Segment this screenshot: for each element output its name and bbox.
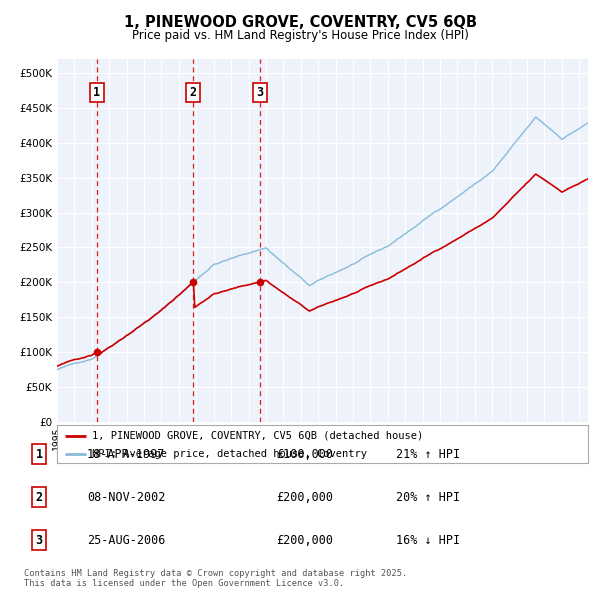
Text: 1: 1 xyxy=(94,86,100,99)
Text: Contains HM Land Registry data © Crown copyright and database right 2025.
This d: Contains HM Land Registry data © Crown c… xyxy=(24,569,407,588)
Text: 2: 2 xyxy=(190,86,197,99)
Text: 1: 1 xyxy=(35,448,43,461)
Text: 20% ↑ HPI: 20% ↑ HPI xyxy=(396,491,460,504)
Text: HPI: Average price, detached house, Coventry: HPI: Average price, detached house, Cove… xyxy=(92,449,367,459)
Text: 3: 3 xyxy=(256,86,263,99)
Text: 08-NOV-2002: 08-NOV-2002 xyxy=(87,491,166,504)
Text: 18-APR-1997: 18-APR-1997 xyxy=(87,448,166,461)
Text: 1, PINEWOOD GROVE, COVENTRY, CV5 6QB (detached house): 1, PINEWOOD GROVE, COVENTRY, CV5 6QB (de… xyxy=(92,431,423,441)
Text: 25-AUG-2006: 25-AUG-2006 xyxy=(87,534,166,547)
Text: 2: 2 xyxy=(35,491,43,504)
Text: 3: 3 xyxy=(35,534,43,547)
Text: 21% ↑ HPI: 21% ↑ HPI xyxy=(396,448,460,461)
Text: Price paid vs. HM Land Registry's House Price Index (HPI): Price paid vs. HM Land Registry's House … xyxy=(131,30,469,42)
Text: £100,000: £100,000 xyxy=(276,448,333,461)
Text: 16% ↓ HPI: 16% ↓ HPI xyxy=(396,534,460,547)
Text: £200,000: £200,000 xyxy=(276,491,333,504)
Text: 1, PINEWOOD GROVE, COVENTRY, CV5 6QB: 1, PINEWOOD GROVE, COVENTRY, CV5 6QB xyxy=(124,15,476,30)
Text: £200,000: £200,000 xyxy=(276,534,333,547)
